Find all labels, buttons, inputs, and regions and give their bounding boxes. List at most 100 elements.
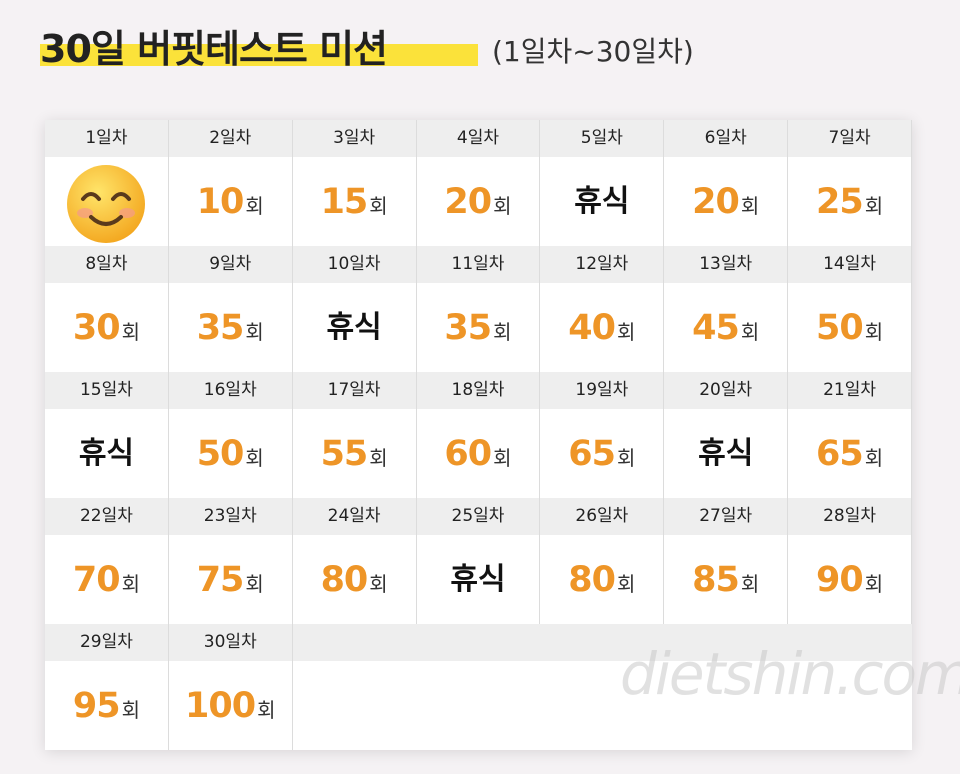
header-band — [45, 498, 912, 535]
day-label: 12일차 — [575, 254, 629, 274]
rep-unit: 회 — [245, 446, 264, 470]
day-label: 13일차 — [699, 254, 753, 274]
day-cell: 22일차 70 회 — [45, 498, 169, 624]
header-band — [45, 120, 912, 157]
day-label: 15일차 — [79, 380, 133, 400]
day-label: 3일차 — [333, 128, 376, 148]
day-value: 55 회 — [293, 409, 416, 499]
watermark: dietshin.com — [620, 640, 960, 708]
day-cell: 13일차 45 회 — [664, 246, 789, 373]
rep-count: 65 — [568, 434, 616, 474]
rep-unit: 회 — [864, 320, 884, 344]
rep-unit: 회 — [617, 320, 636, 344]
day-value: 70 회 — [45, 535, 168, 625]
day-label: 7일차 — [828, 128, 871, 148]
day-value: 80 회 — [540, 535, 663, 625]
rest-label: 휴식 — [78, 436, 135, 471]
day-cell: 5일차 휴식 — [540, 120, 665, 247]
day-value: 80 회 — [293, 535, 416, 625]
rep-count: 80 — [568, 560, 616, 600]
day-cell: 16일차 50 회 — [169, 372, 293, 498]
day-cell: 1일차 — [45, 120, 169, 246]
rep-count: 15 — [320, 182, 369, 222]
day-value: 45 회 — [664, 283, 787, 373]
day-cell: 8일차 30 회 — [45, 246, 169, 372]
day-cell: 7일차 25 회 — [788, 120, 912, 246]
rep-count: 55 — [320, 434, 369, 474]
day-label: 20일차 — [699, 380, 753, 400]
day-value: 40 회 — [540, 283, 663, 373]
day-label: 19일차 — [575, 380, 629, 400]
rep-count: 70 — [72, 560, 121, 600]
day-label: 10일차 — [327, 254, 381, 274]
day-label: 27일차 — [699, 506, 753, 526]
day-value: 휴식 — [293, 283, 416, 373]
day-cell: 26일차 80 회 — [540, 498, 665, 625]
rep-count: 90 — [816, 560, 864, 600]
rep-unit: 회 — [121, 698, 140, 722]
day-label: 17일차 — [327, 380, 381, 400]
day-cell: 19일차 65 회 — [540, 372, 665, 499]
rep-count: 10 — [196, 182, 245, 222]
rep-unit: 회 — [740, 320, 760, 344]
day-cell: 24일차 80 회 — [293, 498, 417, 624]
rep-unit: 회 — [369, 446, 388, 470]
day-cell: 9일차 35 회 — [169, 246, 293, 372]
day-label: 22일차 — [79, 506, 133, 526]
day-label: 9일차 — [209, 254, 252, 274]
day-value: 35 회 — [417, 283, 540, 373]
rep-count: 35 — [444, 308, 492, 348]
day-label: 1일차 — [85, 128, 128, 148]
rep-count: 50 — [816, 308, 864, 348]
rep-count: 50 — [196, 434, 245, 474]
rep-count: 20 — [444, 182, 492, 222]
title-highlight — [40, 44, 478, 66]
day-cell: 17일차 55 회 — [293, 372, 417, 498]
day-cell: 14일차 50 회 — [788, 246, 912, 372]
day-cell: 27일차 85 회 — [664, 498, 789, 624]
rep-count: 75 — [196, 560, 245, 600]
day-label: 30일차 — [203, 632, 257, 652]
day-cell: 23일차 75 회 — [169, 498, 293, 624]
rep-unit: 회 — [369, 572, 388, 596]
day-cell: 29일차 95 회 — [45, 624, 169, 750]
rep-count: 30 — [72, 308, 121, 348]
rep-unit: 회 — [740, 194, 760, 218]
day-value: 15 회 — [293, 157, 416, 247]
day-label: 14일차 — [823, 254, 877, 274]
day-value: 휴식 — [417, 535, 540, 625]
day-cell: 18일차 60 회 — [417, 372, 541, 498]
day-value: 65 회 — [788, 409, 911, 499]
day-value: 100 회 — [169, 661, 292, 750]
day-value: 65 회 — [540, 409, 663, 499]
rep-unit: 회 — [617, 572, 636, 596]
day-cell: 4일차 20 회 — [417, 120, 541, 246]
day-value: 95 회 — [45, 661, 168, 750]
day-value: 휴식 — [540, 157, 663, 247]
rep-unit: 회 — [245, 320, 264, 344]
day-cell: 30일차 100 회 — [169, 624, 293, 750]
rep-unit: 회 — [493, 194, 512, 218]
rep-count: 80 — [320, 560, 369, 600]
rep-count: 100 — [185, 686, 256, 726]
day-cell: 28일차 90 회 — [788, 498, 912, 624]
day-value: 20 회 — [664, 157, 787, 247]
rep-unit: 회 — [121, 320, 140, 344]
title: 30일 버핏테스트 미션 — [40, 27, 388, 71]
rep-unit: 회 — [245, 194, 264, 218]
day-value: 30 회 — [45, 283, 168, 373]
day-label: 24일차 — [327, 506, 381, 526]
rep-unit: 회 — [740, 572, 760, 596]
subtitle: (1일차~30일차) — [492, 35, 694, 68]
rep-unit: 회 — [864, 194, 884, 218]
rep-unit: 회 — [493, 446, 512, 470]
rep-unit: 회 — [257, 698, 276, 722]
day-cell: 11일차 35 회 — [417, 246, 541, 372]
day-value: 10 회 — [169, 157, 292, 247]
rep-count: 95 — [72, 686, 121, 726]
day-value: 50 회 — [788, 283, 911, 373]
rep-unit: 회 — [121, 572, 140, 596]
day-label: 18일차 — [451, 380, 505, 400]
